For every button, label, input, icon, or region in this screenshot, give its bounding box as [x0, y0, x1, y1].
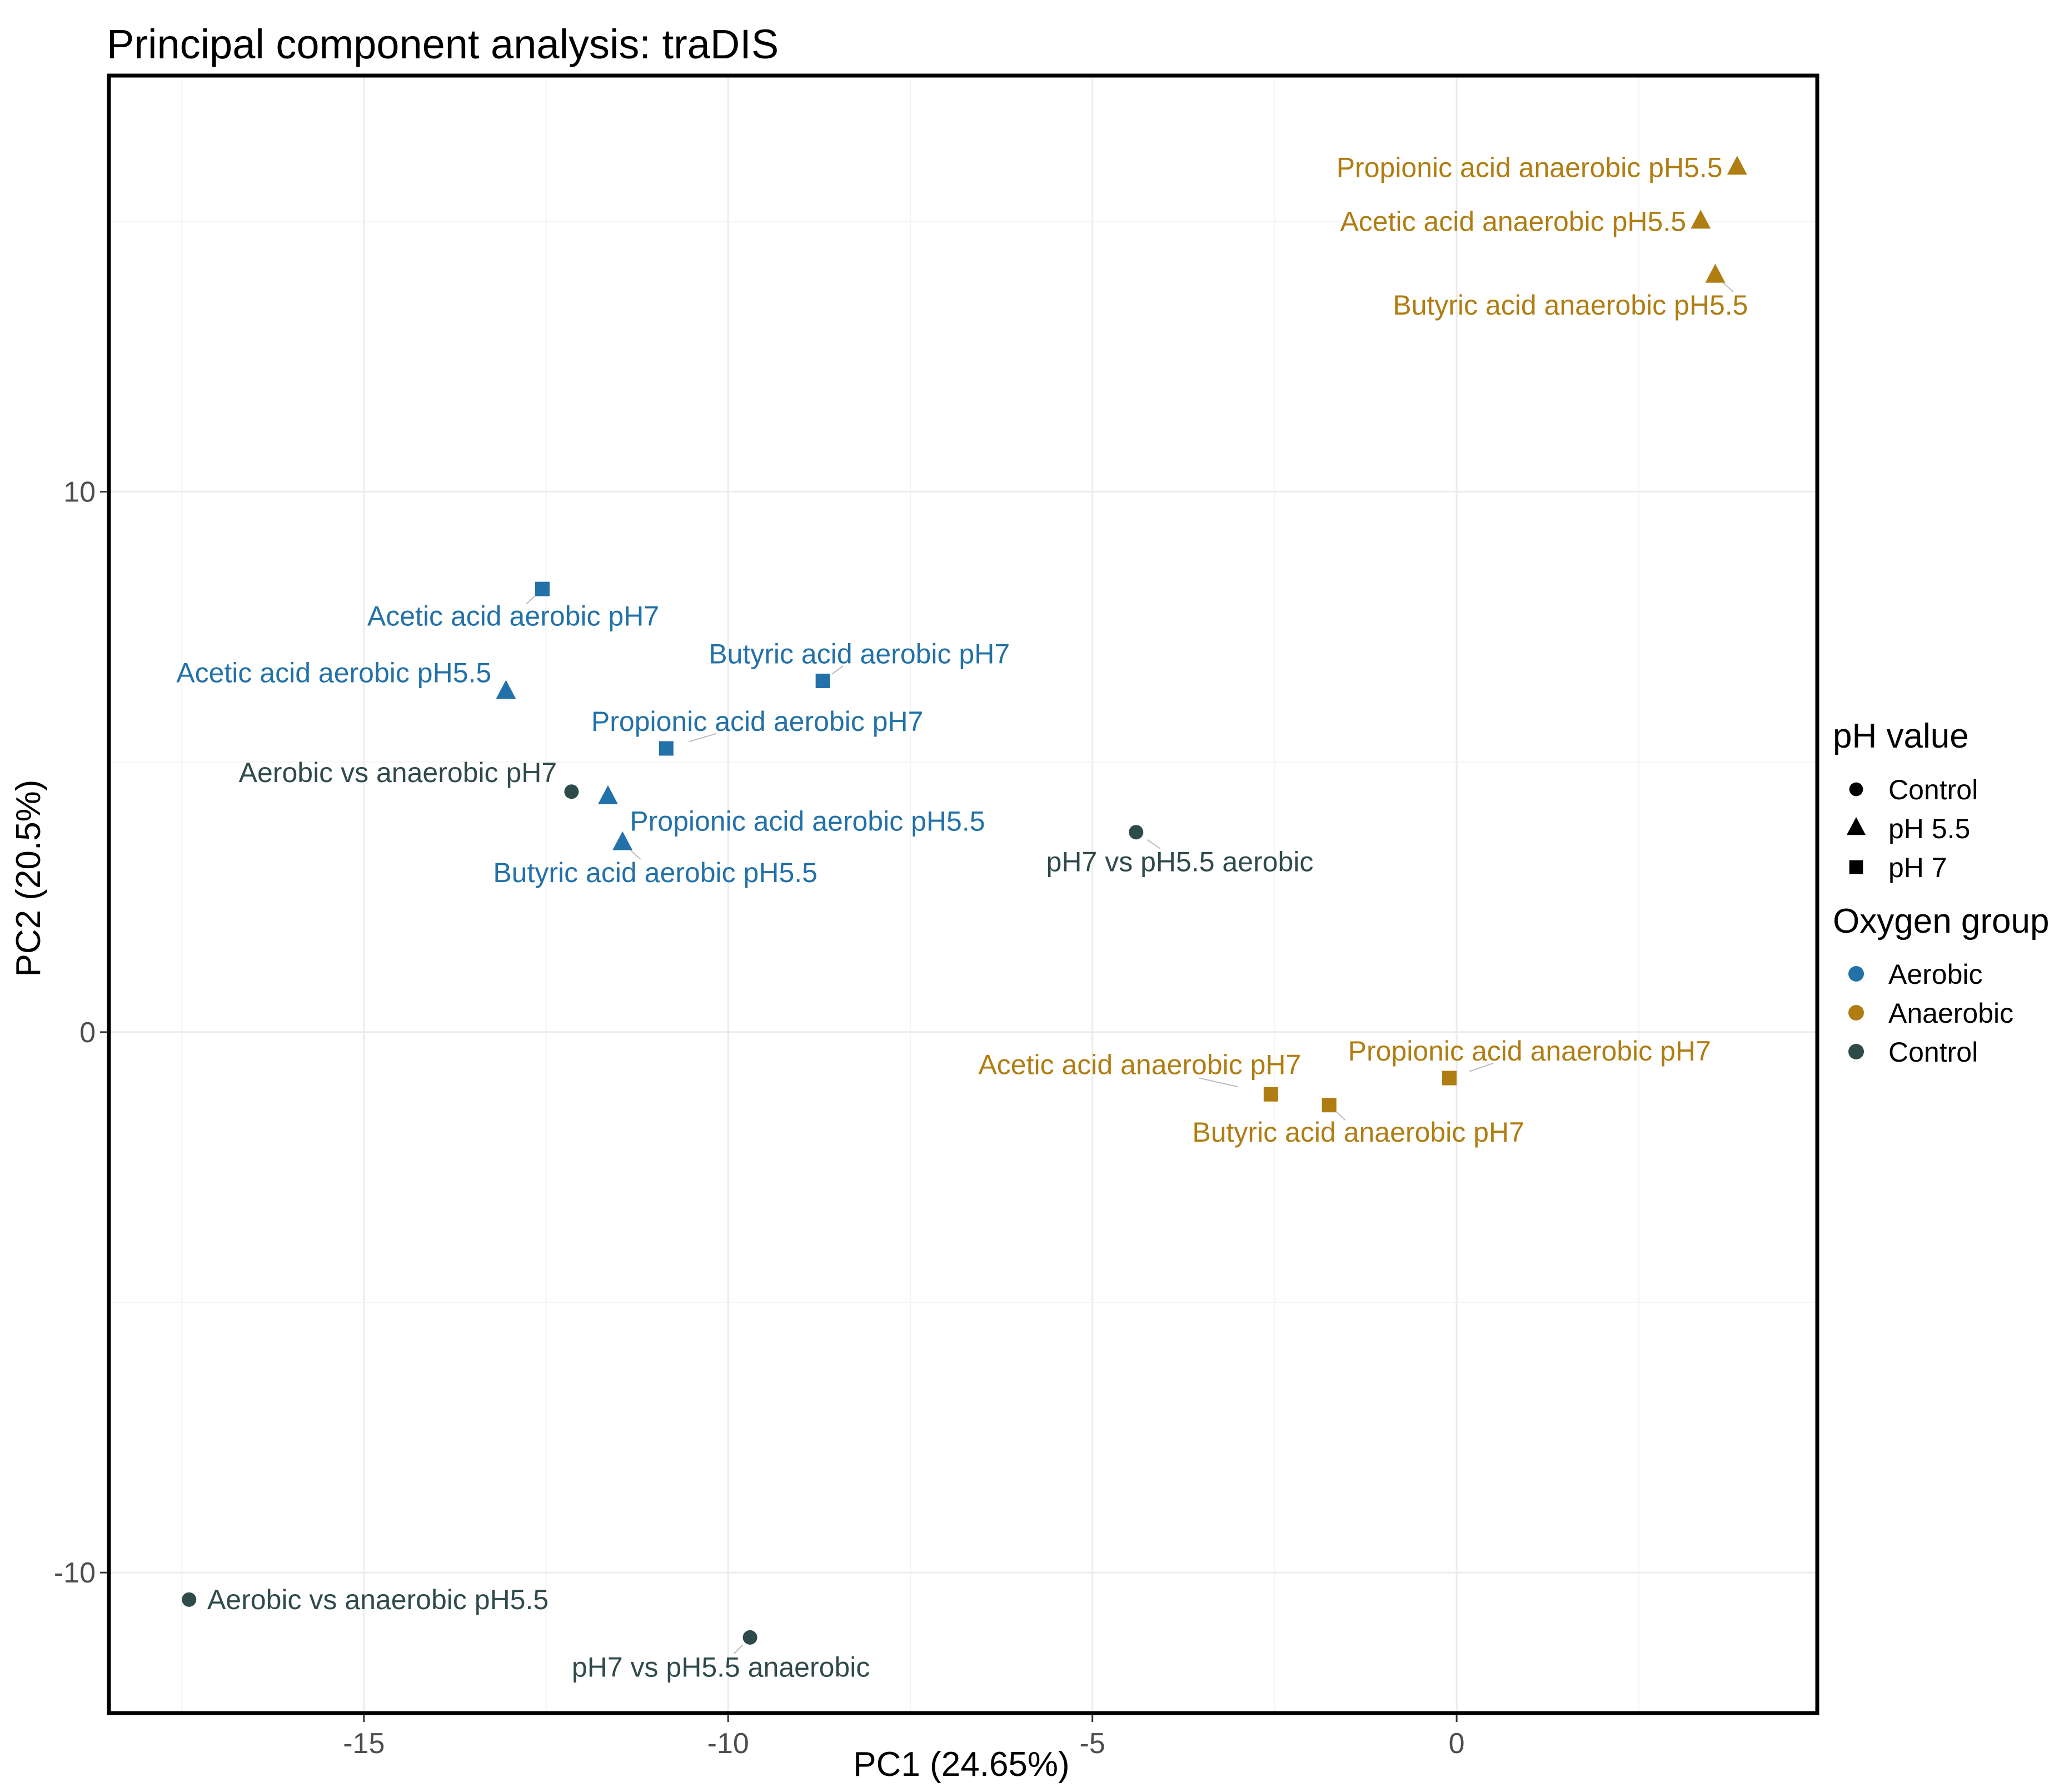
y-axis-ticks: -10 0 10 [54, 476, 107, 1589]
point-label: Acetic acid aerobic pH5.5 [176, 657, 491, 688]
point-label: Aerobic vs anaerobic pH5.5 [207, 1584, 549, 1615]
data-point [496, 680, 516, 699]
label-leader-line [734, 1644, 744, 1654]
data-point [815, 673, 830, 688]
point-label: Butyric acid aerobic pH5.5 [493, 857, 817, 888]
point-label: Propionic acid anaerobic pH7 [1348, 1036, 1711, 1067]
data-point [1322, 1098, 1337, 1113]
label-leader-line [1723, 282, 1734, 292]
label-leader-line [1469, 1062, 1494, 1072]
data-point [564, 784, 579, 799]
point-label: pH7 vs pH5.5 aerobic [1046, 847, 1314, 878]
point-label: pH7 vs pH5.5 anaerobic [572, 1651, 870, 1683]
data-point [182, 1592, 197, 1607]
point-label: Propionic acid aerobic pH5.5 [630, 806, 985, 837]
label-leader-line [1198, 1077, 1239, 1088]
label-leader-line [630, 850, 641, 860]
data-point [597, 785, 618, 804]
label-leader-line [689, 733, 717, 743]
legend-shape-key [1849, 782, 1863, 797]
point-label: Acetic acid anaerobic pH5.5 [1340, 206, 1686, 237]
point-label: Propionic acid aerobic pH7 [591, 706, 924, 737]
legend-shape-label: Control [1888, 774, 1978, 805]
point-label: Acetic acid aerobic pH7 [367, 600, 659, 631]
data-point [742, 1630, 757, 1645]
point-label: Acetic acid anaerobic pH7 [978, 1049, 1301, 1080]
x-tick-label: -15 [343, 1728, 385, 1760]
legend-color-items: Aerobic Anaerobic Control [1848, 959, 2013, 1068]
point-label: Butyric acid anaerobic pH7 [1192, 1117, 1524, 1148]
legend-shape-key [1846, 817, 1866, 835]
data-point [659, 741, 674, 756]
data-point [1129, 825, 1144, 840]
y-tick-label: 0 [79, 1017, 96, 1049]
y-tick-label: -10 [54, 1557, 96, 1589]
legend-color-label: Aerobic [1888, 959, 1983, 990]
x-axis-ticks: -15 -10 -5 0 [343, 1715, 1465, 1760]
label-leader-line [1146, 839, 1161, 849]
data-point [1691, 210, 1711, 229]
plot-panel-border [107, 73, 1819, 1715]
label-leaders [526, 282, 1734, 1654]
data-point [1263, 1087, 1278, 1102]
point-label: Aerobic vs anaerobic pH7 [239, 757, 557, 788]
legend-shape-label: pH 7 [1888, 852, 1947, 883]
legend-shape-items: Control pH 5.5 pH 7 [1846, 774, 1978, 883]
data-point [612, 831, 633, 850]
legend-shape-label: pH 5.5 [1888, 813, 1970, 844]
data-point [1442, 1071, 1457, 1086]
grid [109, 76, 1817, 1713]
label-leader-line [1336, 1111, 1346, 1121]
point-label: Propionic acid anaerobic pH5.5 [1337, 152, 1723, 183]
legend-color-label: Anaerobic [1888, 998, 2013, 1029]
legend-shape-title: pH value [1833, 717, 1969, 755]
legend-color-key [1848, 1005, 1864, 1021]
data-points [182, 156, 1747, 1645]
point-label: Butyric acid aerobic pH7 [709, 638, 1010, 669]
label-leader-line [526, 595, 536, 605]
y-tick-label: 10 [63, 476, 96, 509]
x-axis-title: PC1 (24.65%) [853, 1745, 1069, 1784]
legend-color-title: Oxygen group [1833, 902, 2049, 940]
chart-title: Principal component analysis: traDIS [107, 21, 779, 67]
legend-shape-key [1849, 860, 1863, 874]
legend-color-label: Control [1888, 1037, 1978, 1068]
x-tick-label: -10 [707, 1728, 749, 1760]
legend-color-key [1848, 1044, 1864, 1059]
data-point [1705, 263, 1726, 283]
y-axis-title: PC2 (20.5%) [9, 780, 48, 977]
x-tick-label: -5 [1080, 1728, 1105, 1760]
data-point [535, 581, 550, 596]
data-point [1727, 156, 1747, 175]
point-labels: Propionic acid anaerobic pH5.5 Acetic aci… [176, 152, 1748, 1683]
label-leader-line [831, 665, 844, 675]
legend-color-key [1848, 966, 1864, 982]
point-label: Butyric acid anaerobic pH5.5 [1393, 290, 1748, 321]
x-tick-label: 0 [1449, 1728, 1465, 1760]
